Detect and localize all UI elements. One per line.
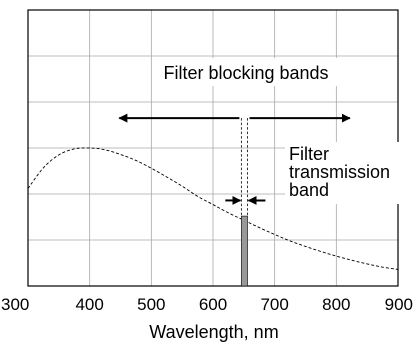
blocking-label-background [152, 58, 338, 86]
transmission-label-line-3: band [289, 180, 329, 200]
x-axis-label: Wavelength, nm [149, 322, 278, 342]
x-tick-label-600: 600 [199, 295, 227, 314]
transmission-label-background [285, 142, 405, 204]
transmission-band-bar [241, 215, 248, 287]
blocking-bands-label: Filter blocking bands [163, 63, 328, 83]
series-0-dashed-curve [27, 147, 399, 270]
x-tick-label-500: 500 [137, 295, 165, 314]
x-tick-label-700: 700 [260, 295, 288, 314]
transmission-label-line-2: transmission [289, 162, 390, 182]
annotation-arrows [118, 113, 351, 205]
x-tick-label-400: 400 [75, 295, 103, 314]
x-tick-label-800: 800 [322, 295, 350, 314]
x-tick-label-900: 900 [385, 295, 413, 314]
transmission-label-line-1: Filter [289, 144, 329, 164]
transmission-guides [240, 118, 248, 217]
x-tick-label-300: 300 [1, 295, 29, 314]
x-tick-labels: 300 400 500 600 700 800 900 [1, 295, 413, 314]
